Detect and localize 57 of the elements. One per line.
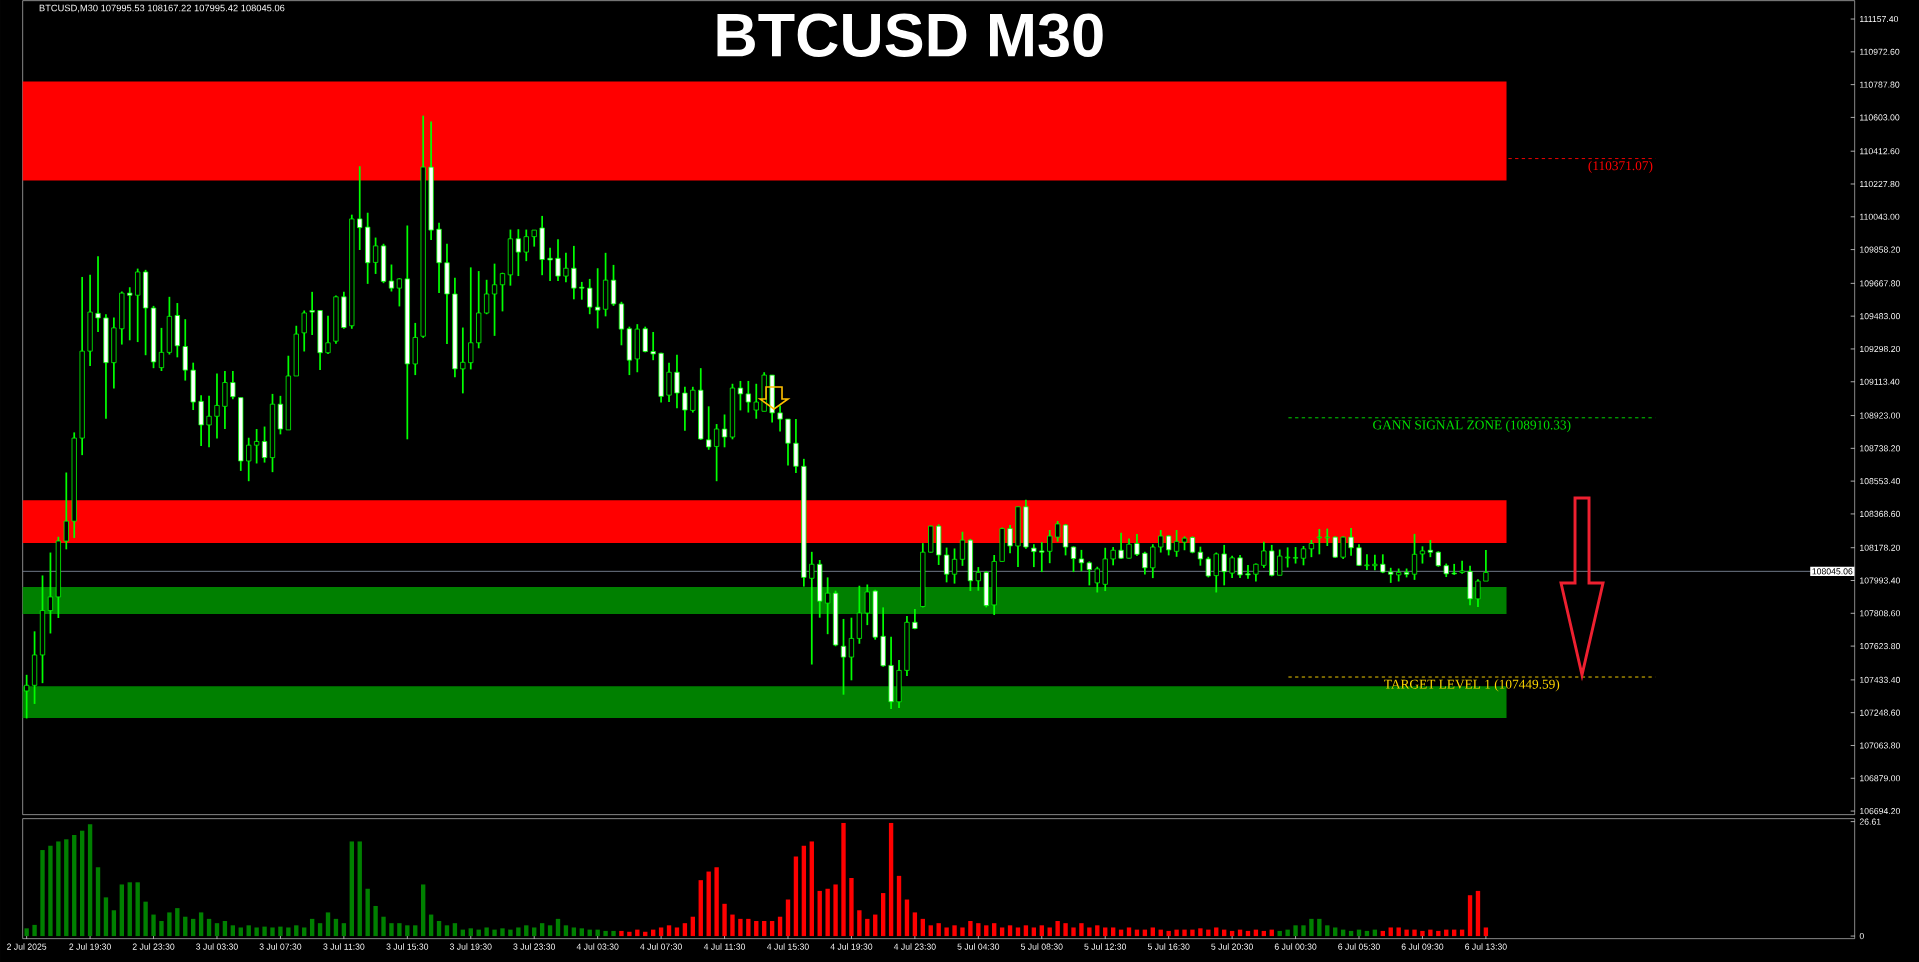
x-tick-label: 5 Jul 12:30 [1084, 943, 1127, 950]
x-tick-label: 4 Jul 19:30 [830, 943, 873, 950]
y-tick-label: 26.61 [1859, 818, 1881, 825]
y-tick-label: 107248.60 [1860, 709, 1900, 716]
x-tick-label: 4 Jul 11:30 [703, 943, 746, 950]
x-tick-label: 4 Jul 15:30 [767, 943, 809, 950]
x-tick-label: 3 Jul 03:30 [196, 943, 238, 950]
y-tick-label: 107623.80 [1860, 643, 1900, 650]
y-tick-label: 0 [1859, 933, 1864, 940]
ref-line-label: (110371.07) [1588, 160, 1653, 173]
x-tick-label: 4 Jul 07:30 [640, 943, 682, 950]
y-tick-label: 110972.60 [1860, 48, 1900, 55]
y-tick-label: 109113.40 [1860, 378, 1900, 385]
x-tick-label: 6 Jul 00:30 [1274, 943, 1317, 950]
x-tick-label: 3 Jul 07:30 [259, 943, 302, 950]
x-tick-label: 4 Jul 03:30 [576, 943, 619, 950]
x-tick-label: 2 Jul 2025 [7, 943, 47, 950]
y-tick-label: 106694.20 [1860, 808, 1900, 815]
y-tick-label: 109483.00 [1860, 313, 1900, 320]
x-tick-label: 5 Jul 20:30 [1211, 943, 1253, 950]
x-tick-label: 5 Jul 04:30 [957, 943, 1000, 950]
x-tick-label: 6 Jul 13:30 [1465, 943, 1507, 950]
y-tick-label: 110227.80 [1860, 180, 1900, 188]
y-tick-label: 108178.20 [1860, 544, 1900, 551]
ref-line-label: 108045.06 [1812, 568, 1853, 575]
y-tick-label: 109298.20 [1860, 345, 1900, 353]
x-tick-label: 6 Jul 09:30 [1401, 943, 1444, 950]
y-tick-label: 107993.40 [1860, 577, 1900, 584]
ref-line-label: TARGET LEVEL 1 (107449.59) [1384, 679, 1560, 692]
x-tick-label: 3 Jul 23:30 [513, 943, 556, 950]
y-tick-label: 108368.60 [1860, 510, 1900, 517]
y-tick-label: 107433.40 [1860, 676, 1900, 683]
chart-title: BTCUSD M30 [717, 13, 1103, 58]
y-tick-label: 108738.20 [1860, 445, 1900, 452]
x-tick-label: 3 Jul 11:30 [323, 943, 365, 950]
annotation: BTCUSD,M30 107995.53 108167.22 107995.42 108045.06 [39, 4, 285, 13]
x-tick-label: 5 Jul 16:30 [1147, 943, 1190, 950]
x-tick-label: 2 Jul 19:30 [69, 943, 111, 950]
y-tick-label: 110412.60 [1860, 148, 1900, 155]
y-tick-label: 111157.40 [1860, 15, 1899, 23]
y-tick-label: 108553.40 [1860, 478, 1900, 485]
x-tick-label: 6 Jul 05:30 [1338, 943, 1380, 950]
y-tick-label: 108923.00 [1860, 412, 1900, 419]
y-tick-label: 110603.00 [1860, 114, 1900, 121]
x-tick-label: 4 Jul 23:30 [893, 943, 936, 950]
y-tick-label: 107808.60 [1860, 610, 1900, 617]
x-tick-label: 3 Jul 19:30 [449, 943, 492, 950]
x-tick-label: 3 Jul 15:30 [386, 943, 429, 950]
ref-line-label: GANN SIGNAL ZONE (108910.33) [1373, 420, 1571, 433]
y-tick-label: 109667.80 [1860, 280, 1900, 287]
y-tick-label: 107063.80 [1860, 742, 1900, 749]
y-tick-label: 106879.00 [1860, 775, 1900, 782]
x-tick-label: 5 Jul 08:30 [1020, 943, 1063, 950]
y-tick-label: 110787.80 [1860, 81, 1900, 88]
y-tick-label: 110043.00 [1860, 213, 1900, 220]
y-tick-label: 109858.20 [1860, 246, 1900, 253]
x-tick-label: 2 Jul 23:30 [132, 943, 175, 950]
